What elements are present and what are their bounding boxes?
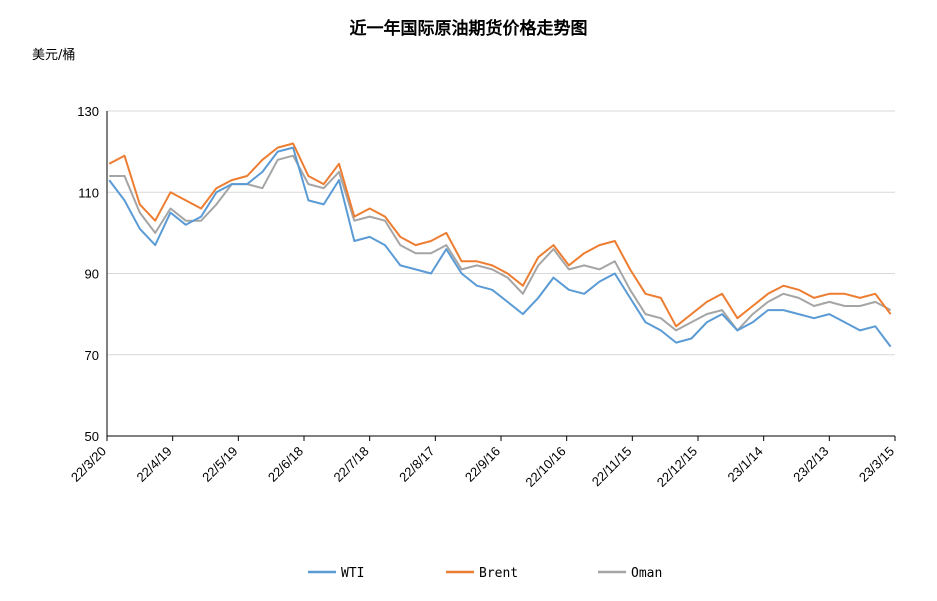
x-tick-label: 22/6/18	[265, 444, 306, 485]
legend-label-wti: WTI	[341, 566, 364, 581]
x-tick-label: 23/1/14	[725, 444, 766, 485]
x-tick-label: 22/5/19	[199, 444, 240, 485]
y-tick-labels: 50 70 90 110 130	[77, 104, 99, 444]
y-axis-unit-label: 美元/桶	[32, 48, 76, 63]
axes	[106, 111, 896, 441]
x-tick-label: 22/3/20	[68, 444, 109, 485]
x-tick-label: 22/11/15	[589, 444, 635, 490]
x-tick-labels: 22/3/20 22/4/19 22/5/19 22/6/18 22/7/18 22/8/…	[68, 444, 897, 490]
x-tick-label: 23/3/15	[856, 444, 897, 485]
legend-label-brent: Brent	[479, 566, 518, 581]
y-tick-label: 90	[85, 267, 99, 282]
legend-label-oman: Oman	[631, 566, 662, 581]
chart-title: 近一年国际原油期货价格走势图	[349, 19, 588, 39]
series-line-wti	[108, 146, 892, 348]
series-lines	[108, 142, 892, 348]
x-tick-label: 22/12/15	[654, 444, 700, 490]
y-tick-label: 110	[78, 185, 99, 200]
x-tick-label: 22/4/19	[134, 444, 175, 485]
x-tick-label: 22/8/17	[396, 444, 437, 485]
y-tick-label: 70	[85, 348, 99, 363]
y-tick-label: 130	[77, 104, 99, 119]
x-tick-label: 23/2/13	[790, 444, 831, 485]
x-tick-label: 22/10/16	[522, 444, 568, 490]
x-tick-label: 22/7/18	[331, 444, 372, 485]
series-line-brent	[108, 142, 892, 328]
legend: WTI Brent Oman	[308, 566, 662, 581]
x-tick-label: 22/9/16	[462, 444, 503, 485]
y-tick-label: 50	[85, 429, 99, 444]
